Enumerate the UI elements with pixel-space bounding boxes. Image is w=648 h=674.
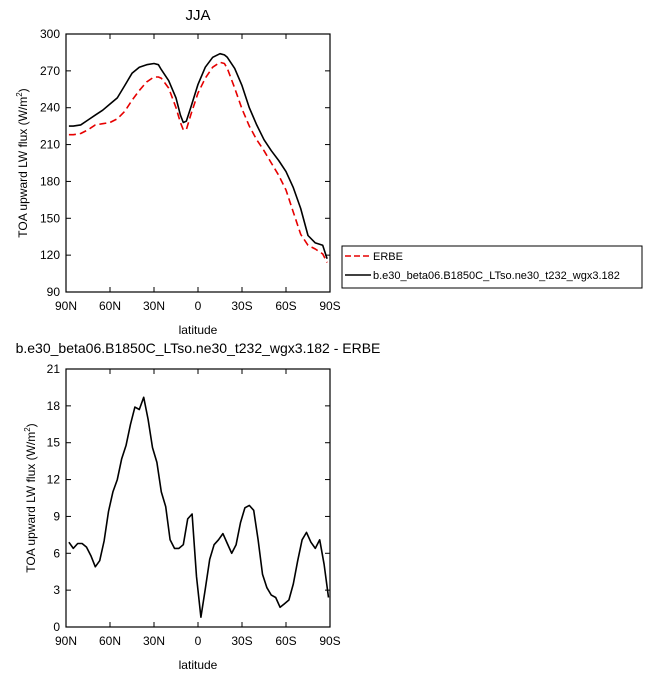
x-axis-label: latitude <box>179 323 218 337</box>
y-tick-label: 180 <box>40 174 60 188</box>
y-axis-label-close: ) <box>24 423 38 427</box>
y-tick-label: 9 <box>53 509 60 523</box>
x-tick-label: 30S <box>231 299 252 313</box>
x-tick-label: 60N <box>99 299 121 313</box>
x-tick-label: 90S <box>319 634 340 648</box>
y-axis-label-close: ) <box>16 88 30 92</box>
x-axis-label: latitude <box>179 658 218 672</box>
chart-title: b.e30_beta06.B1850C_LTso.ne30_t232_wgx3.… <box>16 340 381 356</box>
y-tick-label: 90 <box>47 285 61 299</box>
y-tick-label: 3 <box>53 583 60 597</box>
legend-label-erbe: ERBE <box>373 251 403 263</box>
plot-frame <box>65 33 331 293</box>
y-tick-label: 21 <box>47 362 61 376</box>
y-tick-label: 300 <box>40 27 60 41</box>
y-axis-label-sup: 2 <box>23 427 32 432</box>
y-tick-label: 18 <box>47 399 61 413</box>
x-tick-label: 60N <box>99 634 121 648</box>
y-tick-label: 15 <box>47 436 61 450</box>
chart-lines <box>68 396 330 619</box>
series-line-1 <box>68 52 328 260</box>
y-tick-label: 12 <box>47 473 61 487</box>
y-tick-label: 210 <box>40 138 60 152</box>
axis-ticks: 90N 60N 30N 0 30S 60S 90S 0 3 6 9 12 15 18 21 <box>47 362 341 648</box>
chart-title: JJA <box>185 7 210 24</box>
x-tick-label: 30N <box>143 634 165 648</box>
difference-panel: b.e30_beta06.B1850C_LTso.ne30_t232_wgx3.… <box>16 340 381 672</box>
y-axis-label-main: TOA upward LW flux (W/m <box>24 432 38 573</box>
series-line-0 <box>68 61 328 263</box>
y-tick-label: 270 <box>40 64 60 78</box>
y-axis-label-main: TOA upward LW flux (W/m <box>16 97 30 238</box>
x-tick-label: 90N <box>55 299 77 313</box>
y-tick-label: 240 <box>40 101 60 115</box>
legend: ERBE b.e30_beta06.B1850C_LTso.ne30_t232_… <box>341 245 643 289</box>
x-tick-label: 60S <box>275 299 296 313</box>
x-tick-label: 60S <box>275 634 296 648</box>
y-axis-label: TOA upward LW flux (W/m2) <box>23 423 38 572</box>
legend-box <box>341 245 643 289</box>
x-tick-label: 0 <box>195 299 202 313</box>
y-tick-label: 0 <box>53 620 60 634</box>
axis-ticks: 90N 60N 30N 0 30S 60S 90S 90 120 150 180 210 240 270 3… <box>40 27 341 313</box>
x-tick-label: 0 <box>195 634 202 648</box>
y-tick-label: 6 <box>53 546 60 560</box>
y-axis-label-sup: 2 <box>15 92 24 97</box>
legend-label-model: b.e30_beta06.B1850C_LTso.ne30_t232_wgx3.… <box>373 270 620 282</box>
y-tick-label: 120 <box>40 248 60 262</box>
y-tick-label: 150 <box>40 211 60 225</box>
flux-panel: JJA 90N 60N 30N 0 30S 60S 90S 90 120 150 180 210 240… <box>15 7 643 337</box>
y-axis-label: TOA upward LW flux (W/m2) <box>15 88 30 237</box>
x-tick-label: 30N <box>143 299 165 313</box>
series-line-0 <box>68 396 330 619</box>
chart-lines <box>68 52 328 263</box>
x-tick-label: 90N <box>55 634 77 648</box>
x-tick-label: 90S <box>319 299 340 313</box>
x-tick-label: 30S <box>231 634 252 648</box>
